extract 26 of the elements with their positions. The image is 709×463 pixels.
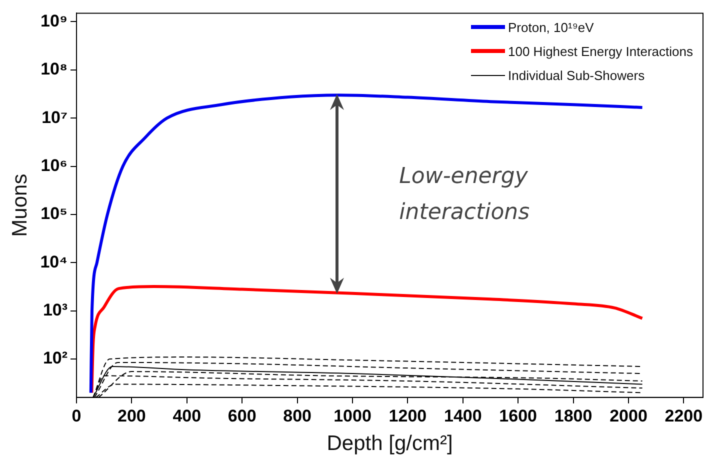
x-tick-label: 800 <box>283 406 312 426</box>
x-tick-label: 600 <box>228 406 256 426</box>
x-tick-label: 2000 <box>610 406 648 426</box>
y-tick-label: 10⁴ <box>40 252 68 272</box>
x-tick-label: 1400 <box>444 406 482 426</box>
x-tick-label: 1000 <box>334 406 372 426</box>
legend-label: Individual Sub-Showers <box>508 68 645 83</box>
y-tick-label: 10⁶ <box>40 156 68 175</box>
x-tick-label: 400 <box>172 406 202 426</box>
x-tick-label: 1200 <box>388 406 427 426</box>
x-tick-label: 2200 <box>664 406 703 426</box>
y-tick-label: 10⁷ <box>42 108 68 127</box>
x-tick-label: 1600 <box>499 406 538 426</box>
legend-label: Proton, 10¹⁹eV <box>508 20 594 35</box>
y-tick-label: 10² <box>42 348 68 368</box>
x-axis-title: Depth [g/cm²] <box>326 432 453 456</box>
y-tick-label: 10⁵ <box>40 204 68 224</box>
annotation: Low-energy interactions <box>399 163 531 228</box>
y-tick-label: 10⁹ <box>40 11 68 30</box>
x-tick-label: 0 <box>72 406 82 426</box>
legend-label: 100 Highest Energy Interactions <box>508 44 693 59</box>
y-tick-label: 10⁸ <box>40 60 68 79</box>
x-tick-label: 200 <box>118 406 146 426</box>
x-tick-label: 1800 <box>554 406 592 426</box>
y-tick-label: 10³ <box>42 300 68 320</box>
y-axis-title: Muons <box>8 174 32 237</box>
